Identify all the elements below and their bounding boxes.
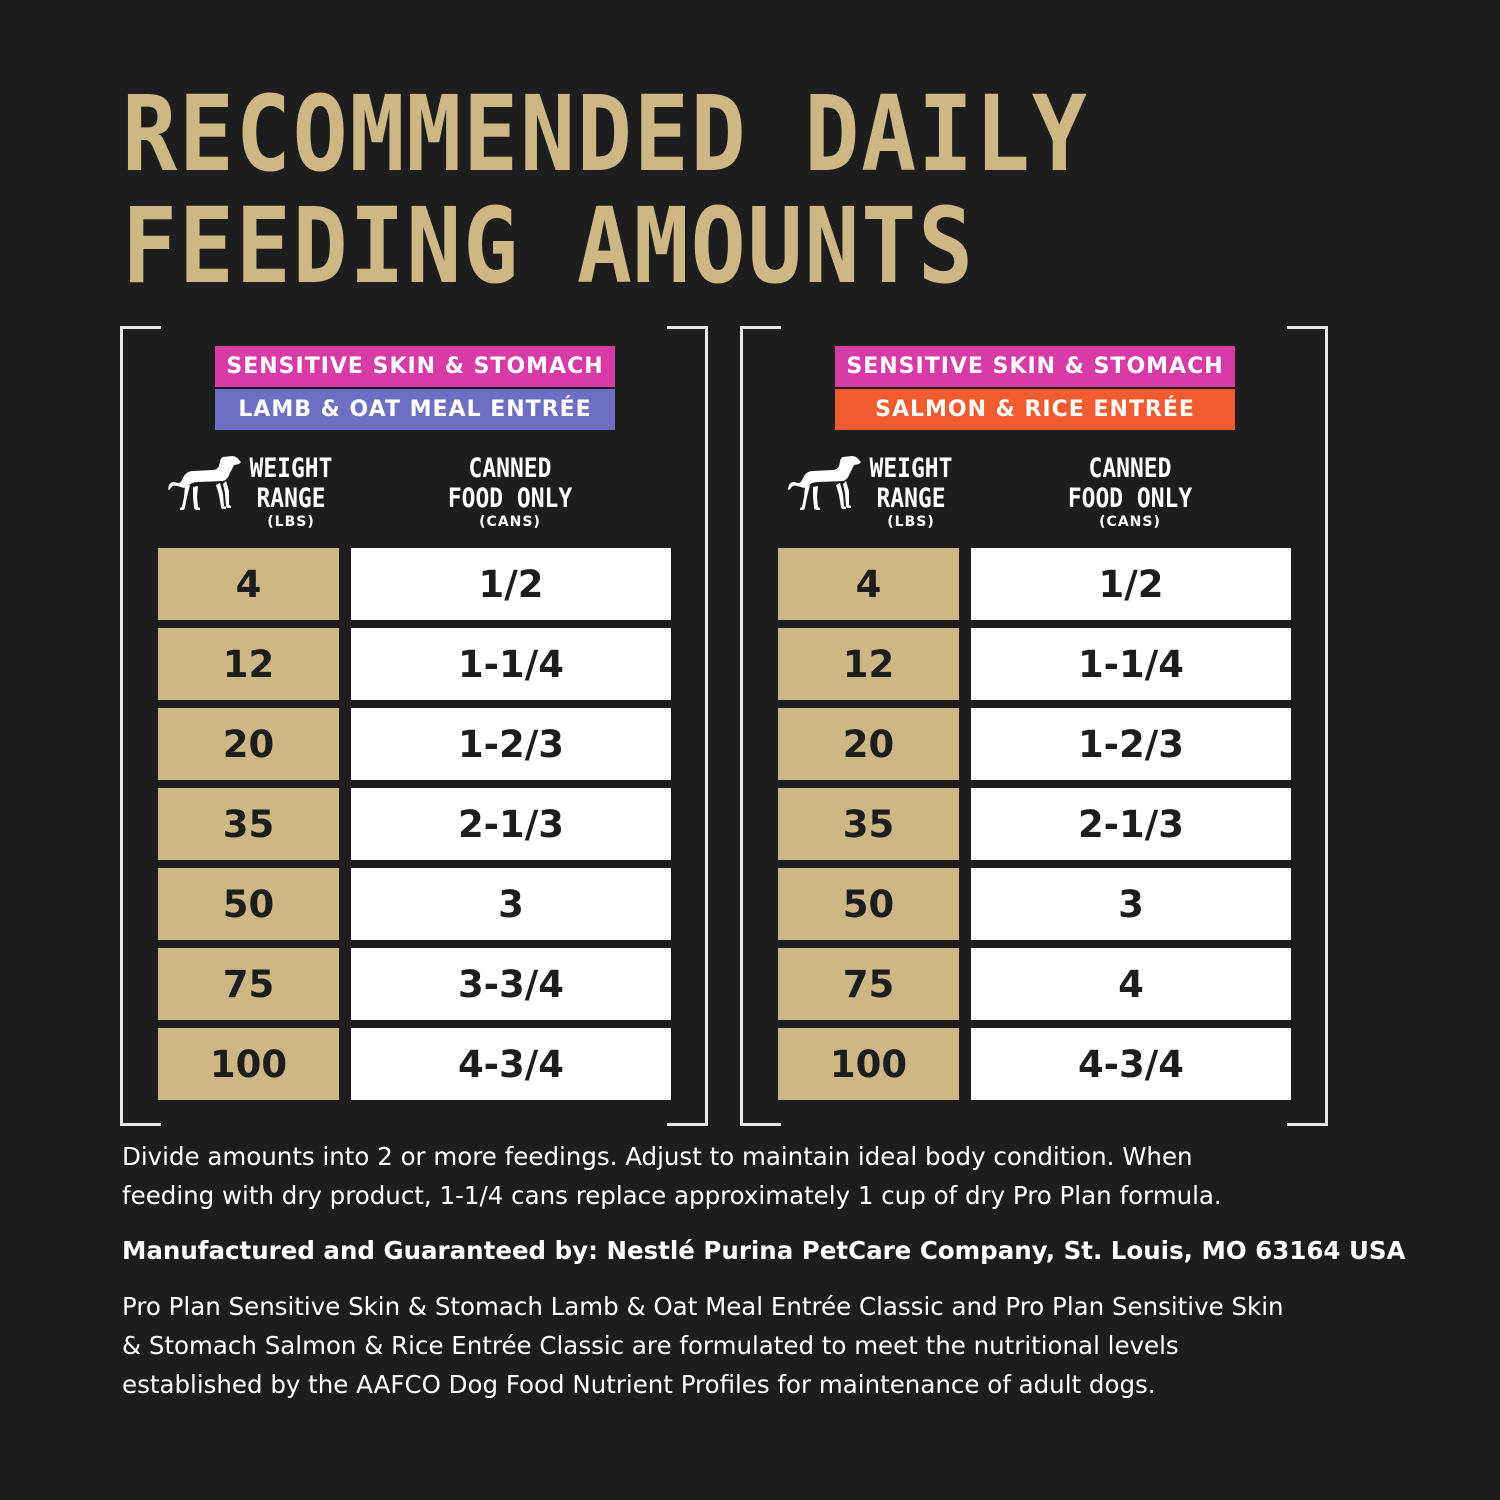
table-row: 75 4 bbox=[778, 948, 1291, 1020]
weight-range-header: WEIGHT RANGE (LBS) bbox=[232, 453, 350, 531]
product-tag-line-2: LAMB & OAT MEAL ENTRÉE bbox=[215, 389, 615, 430]
food-header-line-2: FOOD ONLY bbox=[1067, 483, 1193, 514]
amount-cell: 1-1/4 bbox=[351, 628, 671, 700]
bracket-left bbox=[120, 326, 161, 1126]
weight-header-line-1: WEIGHT bbox=[249, 453, 333, 484]
title-line-2: FEEDING AMOUNTS bbox=[122, 185, 975, 307]
table-row: 12 1-1/4 bbox=[778, 628, 1291, 700]
bracket-right bbox=[1287, 326, 1328, 1126]
weight-cell: 4 bbox=[158, 548, 339, 620]
amount-cell: 3 bbox=[351, 868, 671, 940]
weight-cell: 20 bbox=[158, 708, 339, 780]
product-tag-line-1: SENSITIVE SKIN & STOMACH bbox=[835, 346, 1235, 387]
feeding-note: Divide amounts into 2 or more feedings. … bbox=[122, 1137, 1222, 1215]
amount-cell: 1/2 bbox=[351, 548, 671, 620]
amount-cell: 3-3/4 bbox=[351, 948, 671, 1020]
dog-icon bbox=[788, 456, 861, 510]
weight-cell: 12 bbox=[778, 628, 959, 700]
table-row: 4 1/2 bbox=[158, 548, 671, 620]
weight-cell: 75 bbox=[158, 948, 339, 1020]
weight-unit: (LBS) bbox=[267, 514, 315, 530]
amount-cell: 1-2/3 bbox=[351, 708, 671, 780]
table-row: 35 2-1/3 bbox=[158, 788, 671, 860]
table-row: 12 1-1/4 bbox=[158, 628, 671, 700]
amount-cell: 1-2/3 bbox=[971, 708, 1291, 780]
table-row: 100 4-3/4 bbox=[778, 1028, 1291, 1100]
weight-cell: 50 bbox=[158, 868, 339, 940]
food-header-line-2: FOOD ONLY bbox=[447, 483, 573, 514]
weight-cell: 35 bbox=[158, 788, 339, 860]
amount-cell: 4 bbox=[971, 948, 1291, 1020]
product-tag-line-2: SALMON & RICE ENTRÉE bbox=[835, 389, 1235, 430]
aafco-statement: Pro Plan Sensitive Skin & Stomach Lamb &… bbox=[122, 1287, 1284, 1404]
canned-food-header: CANNED FOOD ONLY (CANS) bbox=[1050, 453, 1210, 531]
aafco-line-3: established by the AAFCO Dog Food Nutrie… bbox=[122, 1370, 1156, 1399]
table-row: 20 1-2/3 bbox=[778, 708, 1291, 780]
table-row: 20 1-2/3 bbox=[158, 708, 671, 780]
amount-cell: 3 bbox=[971, 868, 1291, 940]
weight-cell: 4 bbox=[778, 548, 959, 620]
food-unit: (CANS) bbox=[479, 514, 541, 530]
amount-cell: 1-1/4 bbox=[971, 628, 1291, 700]
table-row: 50 3 bbox=[158, 868, 671, 940]
amount-cell: 4-3/4 bbox=[971, 1028, 1291, 1100]
weight-cell: 12 bbox=[158, 628, 339, 700]
weight-header-line-2: RANGE bbox=[876, 483, 946, 514]
canned-food-header: CANNED FOOD ONLY (CANS) bbox=[430, 453, 590, 531]
weight-cell: 100 bbox=[158, 1028, 339, 1100]
food-header-line-1: CANNED bbox=[468, 453, 552, 484]
product-tag-line-1: SENSITIVE SKIN & STOMACH bbox=[215, 346, 615, 387]
weight-header-line-2: RANGE bbox=[256, 483, 326, 514]
feeding-note-line-2: feeding with dry product, 1-1/4 cans rep… bbox=[122, 1181, 1222, 1210]
feeding-table-lamb: SENSITIVE SKIN & STOMACH LAMB & OAT MEAL… bbox=[120, 326, 708, 1126]
page-title: RECOMMENDED DAILY FEEDING AMOUNTS bbox=[122, 78, 1089, 302]
weight-cell: 20 bbox=[778, 708, 959, 780]
amount-cell: 1/2 bbox=[971, 548, 1291, 620]
dog-icon bbox=[168, 456, 241, 510]
feeding-table-salmon: SENSITIVE SKIN & STOMACH SALMON & RICE E… bbox=[740, 326, 1328, 1126]
feeding-note-line-1: Divide amounts into 2 or more feedings. … bbox=[122, 1142, 1193, 1171]
aafco-line-1: Pro Plan Sensitive Skin & Stomach Lamb &… bbox=[122, 1292, 1284, 1321]
weight-cell: 35 bbox=[778, 788, 959, 860]
amount-cell: 2-1/3 bbox=[351, 788, 671, 860]
food-header-line-1: CANNED bbox=[1088, 453, 1172, 484]
amount-cell: 2-1/3 bbox=[971, 788, 1291, 860]
weight-header-line-1: WEIGHT bbox=[869, 453, 953, 484]
table-row: 4 1/2 bbox=[778, 548, 1291, 620]
weight-cell: 100 bbox=[778, 1028, 959, 1100]
table-row: 50 3 bbox=[778, 868, 1291, 940]
food-unit: (CANS) bbox=[1099, 514, 1161, 530]
weight-cell: 75 bbox=[778, 948, 959, 1020]
weight-cell: 50 bbox=[778, 868, 959, 940]
aafco-line-2: & Stomach Salmon & Rice Entrée Classic a… bbox=[122, 1331, 1179, 1360]
table-row: 100 4-3/4 bbox=[158, 1028, 671, 1100]
bracket-right bbox=[667, 326, 708, 1126]
table-row: 35 2-1/3 bbox=[778, 788, 1291, 860]
weight-range-header: WEIGHT RANGE (LBS) bbox=[852, 453, 970, 531]
title-line-1: RECOMMENDED DAILY bbox=[122, 73, 1089, 195]
table-row: 75 3-3/4 bbox=[158, 948, 671, 1020]
weight-unit: (LBS) bbox=[887, 514, 935, 530]
manufacturer-note: Manufactured and Guaranteed by: Nestlé P… bbox=[122, 1236, 1406, 1265]
bracket-left bbox=[740, 326, 781, 1126]
amount-cell: 4-3/4 bbox=[351, 1028, 671, 1100]
